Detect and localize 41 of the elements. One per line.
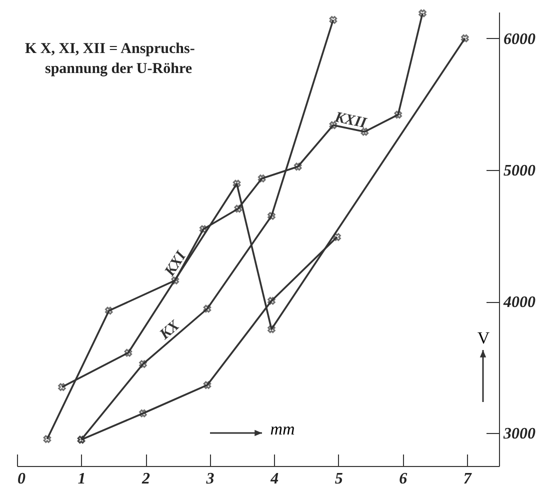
- x-tick-label: 4: [270, 470, 279, 485]
- x-tick-label: 1: [78, 470, 86, 485]
- x-tick-label: 2: [141, 470, 150, 485]
- x-tick-label: 0: [18, 470, 26, 485]
- point: [268, 296, 276, 305]
- point: [294, 162, 302, 171]
- x-axis-title: mm: [270, 420, 295, 438]
- point: [268, 212, 276, 220]
- point: [139, 360, 147, 368]
- point: [171, 276, 179, 284]
- text: KXII: [332, 109, 369, 132]
- point: [461, 34, 469, 42]
- point: [124, 348, 132, 357]
- annotation: spannung der U-Röhre: [45, 61, 192, 77]
- point: [329, 16, 338, 24]
- point: [234, 204, 242, 213]
- point: [139, 409, 147, 418]
- y-axis-title: V: [477, 328, 490, 348]
- point: [199, 225, 208, 234]
- x-tick-label: 7: [463, 470, 472, 485]
- y-tick-label: 5000: [504, 162, 536, 180]
- point: [268, 325, 276, 334]
- point: [418, 9, 426, 18]
- y-tick-label: 3000: [502, 426, 536, 443]
- point: [43, 435, 52, 443]
- y-tick-label: 4000: [502, 294, 536, 312]
- text: KX: [156, 317, 184, 344]
- point: [258, 174, 266, 182]
- point: [58, 383, 66, 391]
- point: [360, 128, 369, 136]
- y-tick-label: 6000: [504, 30, 536, 48]
- x-tick-label: 3: [205, 470, 214, 485]
- point: [105, 306, 113, 315]
- annotation: K X, XI, XII = Anspruchs-: [25, 41, 195, 57]
- point: [394, 110, 402, 119]
- point: [203, 304, 212, 313]
- point: [333, 233, 341, 241]
- point: [203, 381, 212, 389]
- x-tick-label: 6: [399, 470, 408, 485]
- x-tick-label: 5: [334, 470, 343, 485]
- point: [232, 180, 241, 188]
